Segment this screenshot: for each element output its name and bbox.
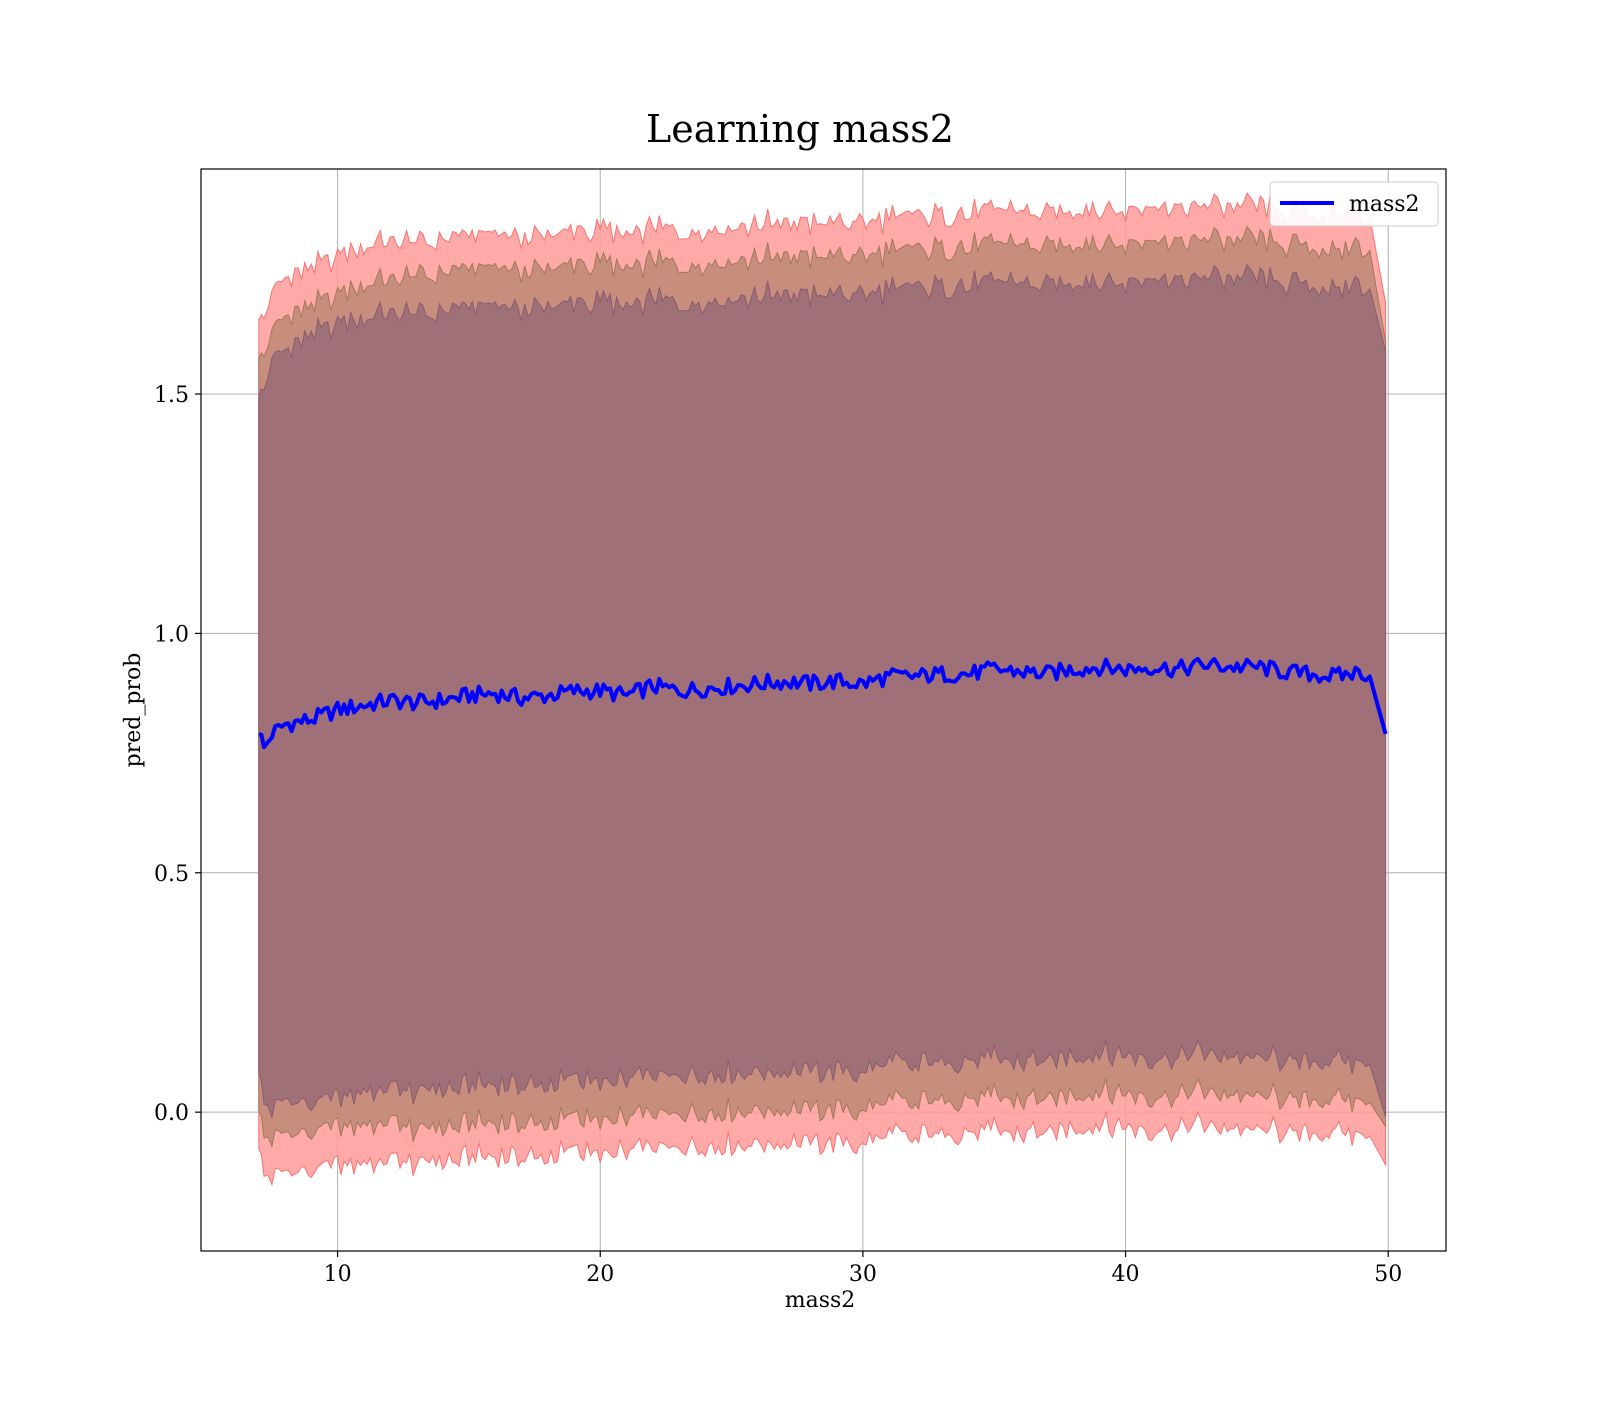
y-tick-label: 1.5 [154, 383, 189, 408]
y-tick-label: 0.0 [154, 1101, 189, 1126]
x-tick-label: 50 [1374, 1262, 1402, 1287]
x-tick-label: 20 [586, 1262, 614, 1287]
y-tick-label: 1.0 [154, 622, 189, 647]
legend-label-mass2: mass2 [1349, 192, 1420, 217]
x-tick-label: 10 [324, 1262, 352, 1287]
axes-frame [200, 168, 1447, 1252]
series-line-mass2 [258, 656, 1388, 750]
legend-box [1269, 181, 1439, 227]
legend: mass2 [1269, 181, 1439, 227]
chart-title: Learning mass2 [646, 107, 954, 151]
y-tick-label: 0.5 [154, 862, 189, 887]
x-axis-label: mass2 [785, 1288, 856, 1313]
x-tick-label: 30 [849, 1262, 877, 1287]
y-axis-label: pred_prob [121, 653, 146, 768]
band-1sd [258, 263, 1387, 1120]
x-tick-label: 40 [1112, 1262, 1140, 1287]
